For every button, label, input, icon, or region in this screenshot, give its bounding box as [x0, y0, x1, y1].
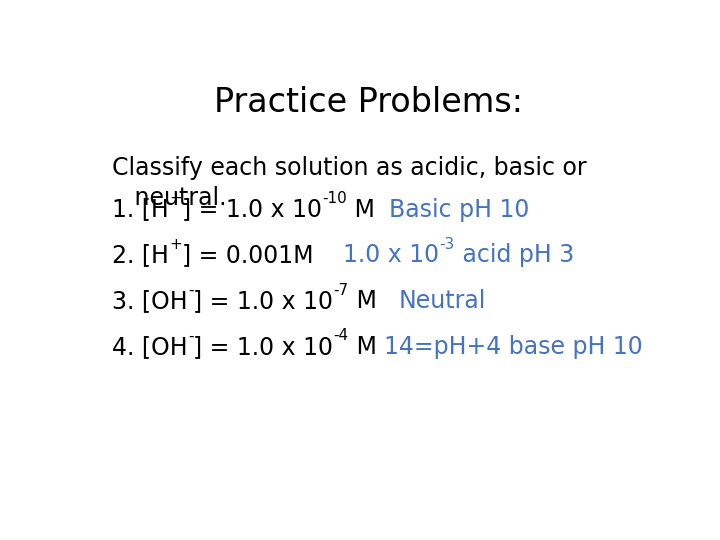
Text: Basic pH 10: Basic pH 10: [390, 198, 530, 221]
Text: -7: -7: [333, 283, 348, 298]
Text: 4. [OH: 4. [OH: [112, 335, 188, 359]
Text: 3. [OH: 3. [OH: [112, 289, 188, 313]
Text: ] = 1.0 x 10: ] = 1.0 x 10: [194, 335, 333, 359]
Text: 2. [H: 2. [H: [112, 244, 169, 267]
Text: 14=pH+4 base pH 10: 14=pH+4 base pH 10: [384, 335, 643, 359]
Text: ] = 1.0 x 10: ] = 1.0 x 10: [182, 198, 322, 221]
Text: Practice Problems:: Practice Problems:: [215, 85, 523, 119]
Text: -: -: [188, 283, 194, 298]
Text: acid pH 3: acid pH 3: [455, 244, 574, 267]
Text: +: +: [169, 191, 182, 206]
Text: -10: -10: [322, 191, 346, 206]
Text: Classify each solution as acidic, basic or
   neutral.: Classify each solution as acidic, basic …: [112, 156, 587, 210]
Text: +: +: [169, 237, 182, 252]
Text: -: -: [188, 328, 194, 343]
Text: M: M: [348, 335, 384, 359]
Text: ] = 1.0 x 10: ] = 1.0 x 10: [194, 289, 333, 313]
Text: -3: -3: [440, 237, 455, 252]
Text: -4: -4: [333, 328, 348, 343]
Text: M: M: [346, 198, 390, 221]
Text: ] = 0.001M: ] = 0.001M: [182, 244, 343, 267]
Text: Neutral: Neutral: [399, 289, 486, 313]
Text: 1.0 x 10: 1.0 x 10: [343, 244, 440, 267]
Text: M: M: [348, 289, 399, 313]
Text: 1. [H: 1. [H: [112, 198, 169, 221]
